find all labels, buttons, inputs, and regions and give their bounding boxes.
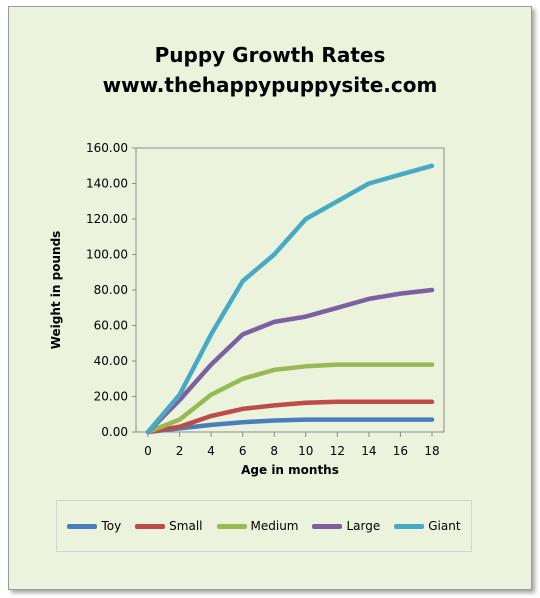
legend-swatch (394, 523, 425, 529)
y-tick-label: 100.00 (86, 248, 128, 262)
x-tick-label: 12 (330, 444, 345, 458)
x-tick-label: 14 (361, 444, 376, 458)
series-line-giant (145, 163, 435, 435)
y-tick-label: 20.00 (94, 390, 128, 404)
chart-subtitle: www.thehappypuppysite.com (102, 73, 438, 97)
axes: 0.00 20.00 40.00 60.00 80.00 100.00 120.00 140.… (86, 141, 440, 458)
x-tick-label: 10 (298, 444, 313, 458)
x-tick-label: 18 (424, 444, 439, 458)
legend: Toy Small Medium Large Giant (56, 500, 472, 552)
legend-label: Large (346, 519, 381, 533)
chart-title-block: Puppy Growth Rates www.thehappypuppysite… (0, 40, 540, 100)
legend-label: Medium (250, 519, 299, 533)
legend-item-toy: Toy (67, 519, 121, 533)
series-line-small (145, 399, 435, 435)
y-tick-label: 140.00 (86, 177, 128, 191)
y-tick-label: 40.00 (94, 354, 128, 368)
x-tick-label: 4 (207, 444, 215, 458)
series-line-toy (145, 417, 435, 435)
legend-label: Small (169, 519, 203, 533)
x-axis-label: Age in months (241, 463, 339, 477)
legend-swatch (312, 523, 343, 529)
legend-swatch (67, 523, 98, 529)
legend-label: Giant (428, 519, 461, 533)
y-tick-label: 160.00 (86, 141, 128, 155)
series-line-medium (145, 362, 435, 435)
x-tick-label: 8 (270, 444, 278, 458)
legend-label: Toy (101, 519, 122, 533)
y-tick-label: 0.00 (101, 425, 128, 439)
series-lines (145, 163, 435, 435)
y-axis-label: Weight in pounds (49, 231, 63, 350)
chart-title: Puppy Growth Rates (154, 43, 386, 67)
legend-swatch (135, 523, 166, 529)
legend-item-small: Small (135, 519, 203, 533)
y-tick-label: 80.00 (94, 283, 128, 297)
legend-item-medium: Medium (216, 519, 299, 533)
legend-swatch (216, 523, 247, 529)
x-tick-label: 2 (176, 444, 184, 458)
legend-item-large: Large (312, 519, 380, 533)
x-tick-label: 16 (393, 444, 408, 458)
legend-item-giant: Giant (394, 519, 461, 533)
y-tick-label: 60.00 (94, 319, 128, 333)
x-tick-label: 6 (239, 444, 247, 458)
series-line-large (145, 287, 435, 435)
x-tick-label: 0 (144, 444, 152, 458)
y-tick-label: 120.00 (86, 212, 128, 226)
